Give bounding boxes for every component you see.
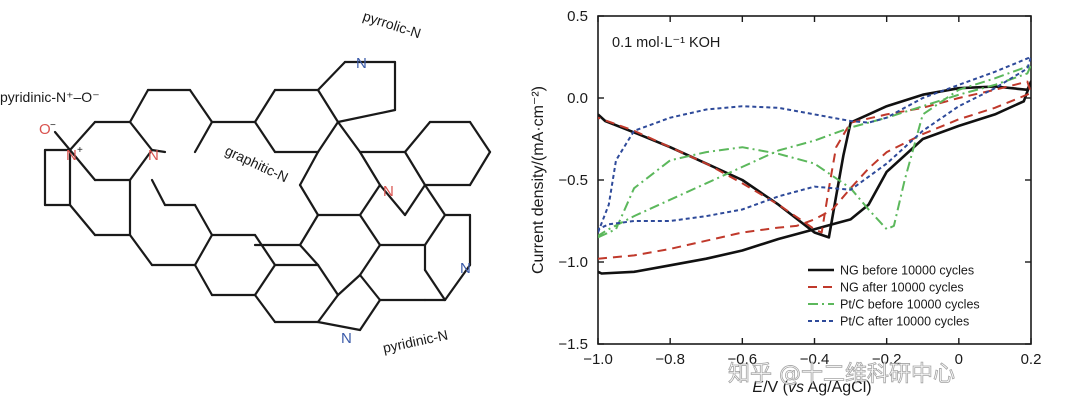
- y-tick-label: −0.5: [558, 172, 588, 189]
- y-tick-label: −1.5: [558, 336, 588, 353]
- pyridinic-nitrogen-atom-right: N: [460, 260, 471, 277]
- x-tick-label: −0.2: [872, 351, 902, 368]
- n-doped-graphene-structure: O − N + N N N N N pyridinic-N⁺–O⁻ pyrrol…: [0, 8, 492, 356]
- y-tick-label: 0.0: [567, 90, 588, 107]
- series-line-4: [598, 56, 1031, 233]
- series-line-3: [598, 64, 1031, 239]
- electrolyte-annotation: 0.1 mol·L⁻¹ KOH: [612, 35, 720, 51]
- pyridinic-n-oxide-label: pyridinic-N⁺–O⁻: [0, 89, 100, 105]
- x-tick-label: −0.6: [728, 351, 758, 368]
- y-tick-label: 0.5: [567, 8, 588, 25]
- y-tick-labels: −1.5 −1.0 −0.5 0.0 0.5: [558, 8, 588, 353]
- x-tick-labels: −1.0 −0.8 −0.6 −0.4 −0.2 0 0.2: [583, 351, 1041, 368]
- graphitic-n-label: graphitic-N: [223, 142, 291, 185]
- oxygen-atom-label: O: [39, 121, 51, 138]
- series-line-2: [598, 80, 1031, 260]
- plot-frame: [597, 15, 1032, 345]
- legend-label-4: Pt/C after 10000 cycles: [840, 315, 969, 329]
- oxygen-minus-superscript: −: [50, 120, 56, 131]
- x-axis-title-symbol: E: [752, 379, 763, 396]
- x-axis-title-vs: vs: [788, 379, 804, 396]
- legend-label-1: NG before 10000 cycles: [840, 264, 974, 278]
- legend: NG before 10000 cycles NG after 10000 cyc…: [808, 264, 980, 329]
- x-tick-label: 0: [955, 351, 963, 368]
- graphitic-nitrogen-atom: N: [383, 183, 394, 200]
- pyrrolic-nitrogen-atom: N: [356, 55, 367, 72]
- pyridinic-n-label: pyridinic-N: [381, 327, 449, 356]
- watermark-text: 知乎 @十二维科研中心: [728, 362, 955, 387]
- n-oxide-nitrogen-label: N: [66, 147, 77, 164]
- molecule-bonds: [43, 60, 492, 332]
- axis-ticks: [597, 15, 1032, 345]
- x-tick-label: −0.8: [655, 351, 685, 368]
- pyrrolic-n-label: pyrrolic-N: [361, 8, 423, 42]
- y-axis-title: Current density/(mA·cm⁻²): [530, 86, 547, 274]
- n-oxide-plus-superscript: +: [77, 145, 83, 156]
- x-tick-label: 0.2: [1021, 351, 1042, 368]
- legend-label-2: NG after 10000 cycles: [840, 281, 964, 295]
- cv-chart: −1.0 −0.8 −0.6 −0.4 −0.2 0 0.2 −1.5−1.0−0.50.0…: [530, 8, 1041, 396]
- legend-label-3: Pt/C before 10000 cycles: [840, 298, 980, 312]
- pyridinic-n-oxide-ring-nitrogen: N: [148, 147, 159, 164]
- pyridinic-nitrogen-atom-bottom: N: [341, 330, 352, 347]
- x-tick-label: −1.0: [583, 351, 613, 368]
- x-axis-title-reference: Ag/AgCl): [804, 379, 872, 396]
- x-axis-title: E/V (vs Ag/AgCl): [752, 379, 871, 396]
- x-axis-title-unit: /V (: [763, 379, 789, 396]
- y-tick-label: −1.0: [558, 254, 588, 271]
- x-tick-label: −0.4: [800, 351, 830, 368]
- cv-curves: [598, 56, 1031, 275]
